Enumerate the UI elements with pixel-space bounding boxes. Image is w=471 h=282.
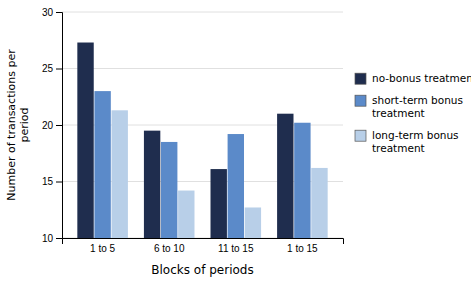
legend-item: no-bonus treatment <box>355 72 471 84</box>
bar <box>178 191 194 238</box>
bar-series <box>112 110 328 238</box>
tick-label: 25 <box>42 63 54 74</box>
legend-item: short-term bonustreatment <box>355 94 463 119</box>
y-tick: 15 <box>42 176 62 187</box>
bar <box>277 114 293 238</box>
legend-label: no-bonus treatment <box>372 72 471 84</box>
text-line: long-term bonus <box>372 129 459 141</box>
bar <box>228 134 244 238</box>
chart: 10 15 20 25 30 1 to 5 6 to 10 11 to 15 1 to 15 Bl… <box>0 0 471 282</box>
y-tick: 10 <box>42 233 62 244</box>
x-tick: 11 to 15 <box>218 243 254 254</box>
x-tick: 1 to 5 <box>90 243 115 254</box>
text-line: treatment <box>372 107 425 119</box>
text-line: period <box>18 107 31 142</box>
tick-label: 20 <box>42 120 54 131</box>
bar <box>112 110 128 238</box>
tick-mark <box>56 125 62 126</box>
plot: 10 15 20 25 30 1 to 5 6 to 10 11 to 15 1 to 15 Bl… <box>5 7 344 277</box>
bar-series <box>77 43 293 238</box>
tick-label: 1 to 5 <box>90 243 115 254</box>
tick-label: 10 <box>42 233 54 244</box>
x-axis: 1 to 5 6 to 10 11 to 15 1 to 15 <box>63 239 344 255</box>
bar <box>77 43 93 238</box>
bar-series <box>94 91 310 238</box>
tick-mark <box>56 12 62 13</box>
text-line: Blocks of periods <box>151 263 253 277</box>
legend-swatch <box>355 130 366 141</box>
text-line: no-bonus treatment <box>372 72 471 84</box>
text-line: Number of transactions per <box>5 49 18 201</box>
legend-item: long-term bonustreatment <box>355 129 459 154</box>
x-tick: 1 to 15 <box>287 243 318 254</box>
legend-swatch <box>355 95 366 106</box>
y-tick: 30 <box>42 7 62 18</box>
grid-line <box>62 68 343 69</box>
legend: no-bonus treatmentshort-term bonustreatm… <box>355 72 471 154</box>
bar <box>211 169 227 238</box>
axis-line <box>56 13 63 239</box>
text-line: treatment <box>372 142 425 154</box>
tick-mark <box>56 182 62 183</box>
x-axis-title: Blocks of periods <box>151 263 253 277</box>
grid-line <box>62 12 343 13</box>
tick-label: 6 to 10 <box>154 243 185 254</box>
bar <box>144 131 160 238</box>
legend-label: short-term bonustreatment <box>372 94 463 119</box>
tick-label: 15 <box>42 176 54 187</box>
legend-label: long-term bonustreatment <box>372 129 459 154</box>
bar <box>245 207 261 238</box>
tick-label: 30 <box>42 7 54 18</box>
bar <box>294 123 310 238</box>
y-tick: 25 <box>42 63 62 74</box>
y-tick: 20 <box>42 120 62 131</box>
y-axis-title: Number of transactions perperiod <box>5 49 31 201</box>
bar <box>161 142 177 238</box>
text-line: short-term bonus <box>372 94 463 106</box>
bar <box>311 168 327 238</box>
tick-mark <box>56 238 62 239</box>
bar <box>94 91 110 238</box>
grid <box>62 12 343 238</box>
y-axis: 10 15 20 25 30 <box>42 7 63 244</box>
x-tick: 6 to 10 <box>154 243 185 254</box>
bars <box>77 43 327 238</box>
tick-label: 11 to 15 <box>218 243 254 254</box>
legend-swatch <box>355 73 366 84</box>
tick-mark <box>56 69 62 70</box>
tick-label: 1 to 15 <box>287 243 318 254</box>
